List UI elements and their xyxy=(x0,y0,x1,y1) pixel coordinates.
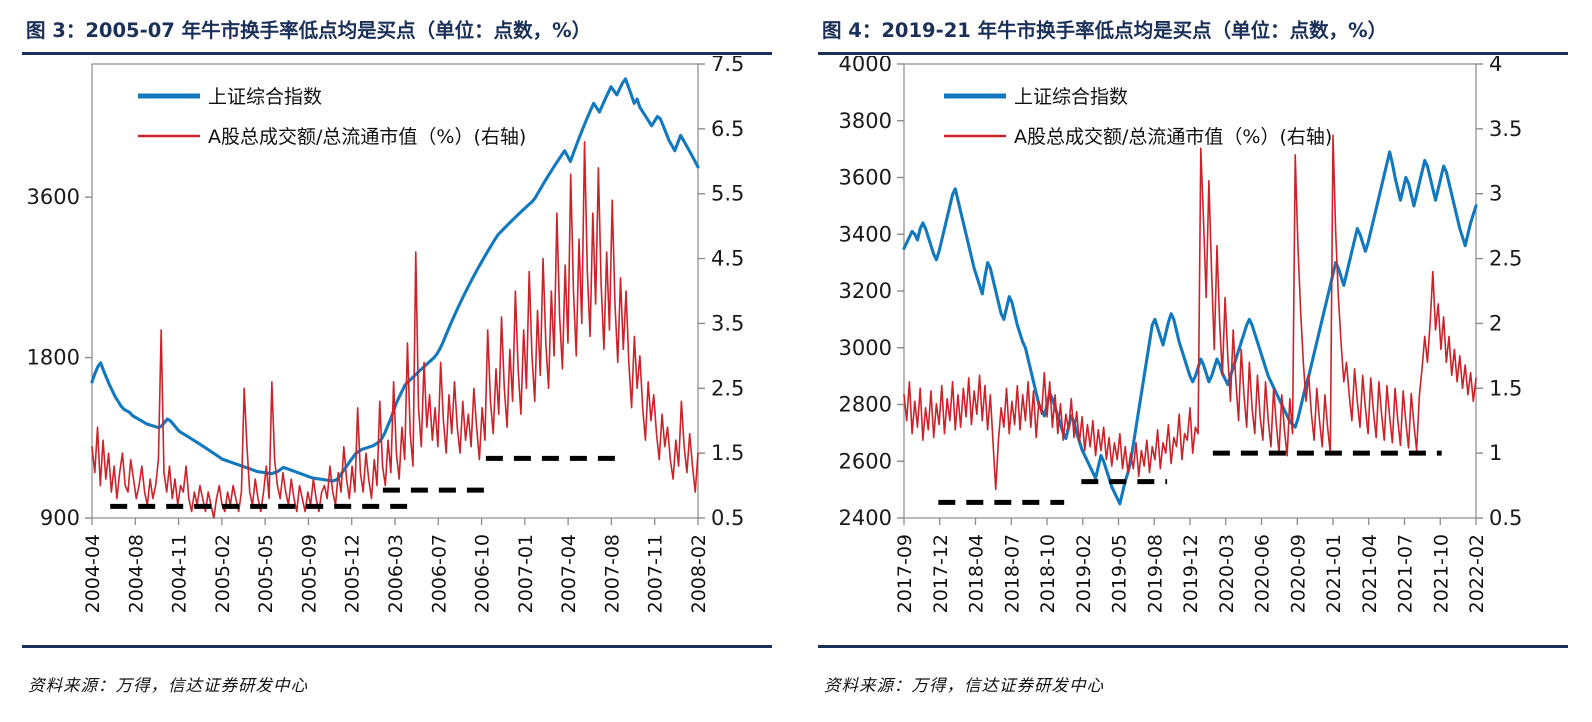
x-axis-label: 2021-04 xyxy=(1359,534,1381,613)
y-axis-left-label: 3600 xyxy=(27,185,80,209)
y-axis-right-label: 1.5 xyxy=(1489,376,1522,400)
x-axis-label: 2020-09 xyxy=(1287,534,1309,613)
x-axis-label: 2007-01 xyxy=(515,534,537,613)
legend-label-index: 上证综合指数 xyxy=(208,86,322,108)
x-axis-label: 2017-09 xyxy=(894,534,916,613)
chart-figure-3: 900 1800 3600 0.5 1.5 2.5 3.5 4.5 5.5 6.5 7.5 2004-… xyxy=(20,56,776,636)
x-axis-label: 2005-12 xyxy=(342,534,364,613)
x-axis-label: 2004-08 xyxy=(125,534,147,613)
y-axis-right-label: 2.5 xyxy=(711,376,744,400)
y-axis-right-label: 0.5 xyxy=(711,506,744,530)
x-axis-label: 2019-08 xyxy=(1144,534,1166,613)
x-axis-label: 2022-02 xyxy=(1466,534,1488,613)
y-axis-left-label: 3000 xyxy=(839,336,892,360)
x-axis-label: 2005-05 xyxy=(255,534,277,613)
x-axis-label: 2021-10 xyxy=(1430,534,1452,613)
chart-svg-left: 900 1800 3600 0.5 1.5 2.5 3.5 4.5 5.5 6.5 7.5 2004-… xyxy=(27,56,745,613)
series-line-turnover xyxy=(91,141,699,519)
footer-divider-right xyxy=(818,645,1568,648)
title-divider-right xyxy=(818,52,1568,55)
source-note-left: 资料来源：万得，信达证券研发中心 xyxy=(28,676,308,695)
y-axis-left-label: 4000 xyxy=(839,56,892,76)
x-axis-label: 2006-07 xyxy=(428,534,450,613)
x-axis-label: 2020-03 xyxy=(1216,534,1238,613)
x-axis-label: 2021-01 xyxy=(1323,534,1345,613)
x-axis-label: 2018-07 xyxy=(1001,534,1023,613)
legend-label-index: 上证综合指数 xyxy=(1014,86,1128,108)
x-axis-label: 2006-03 xyxy=(385,534,407,613)
x-axis-label: 2007-11 xyxy=(645,534,667,613)
y-axis-right-label: 3.5 xyxy=(711,311,744,335)
y-axis-left-label: 900 xyxy=(40,506,80,530)
x-axis-label: 2007-08 xyxy=(601,534,623,613)
legend-label-turnover: A股总成交额/总流通市值（%）(右轴) xyxy=(1014,126,1332,148)
page-title-figure-4: 图 4：2019-21 年牛市换手率低点均是买点（单位：点数，%） xyxy=(822,19,1388,42)
y-axis-right-label: 1.5 xyxy=(711,441,744,465)
y-axis-right-label: 4 xyxy=(1489,56,1502,76)
y-axis-left-label: 3200 xyxy=(839,279,892,303)
y-axis-left-label: 3600 xyxy=(839,166,892,190)
x-axis-label: 2005-09 xyxy=(298,534,320,613)
y-axis-left-label: 3400 xyxy=(839,222,892,246)
chart-svg-right: 2400 2600 2800 3000 3200 3400 3600 3800 4000 0.5 1… xyxy=(839,56,1523,613)
y-axis-right-label: 2 xyxy=(1489,311,1502,335)
y-axis-right-label: 3 xyxy=(1489,182,1502,206)
chart-figure-4: 2400 2600 2800 3000 3200 3400 3600 3800 4000 0.5 1… xyxy=(816,56,1572,636)
title-divider-left xyxy=(22,52,772,55)
y-axis-right-label: 4.5 xyxy=(711,247,744,271)
figure-panel-right: 图 4：2019-21 年牛市换手率低点均是买点（单位：点数，%） 2400 26… xyxy=(796,0,1592,722)
footer-divider-left xyxy=(22,645,772,648)
x-axis-label: 2021-07 xyxy=(1395,534,1417,613)
x-axis-label: 2004-11 xyxy=(169,534,191,613)
x-axis-label: 2018-10 xyxy=(1037,534,1059,613)
y-axis-left-label: 2400 xyxy=(839,506,892,530)
y-axis-right-label: 5.5 xyxy=(711,182,744,206)
y-axis-right-label: 0.5 xyxy=(1489,506,1522,530)
y-axis-right-label: 1 xyxy=(1489,441,1502,465)
x-axis-label: 2005-02 xyxy=(212,534,234,613)
x-axis-label: 2007-04 xyxy=(558,534,580,613)
y-axis-left-label: 2600 xyxy=(839,449,892,473)
x-axis-label: 2008-02 xyxy=(688,534,710,613)
y-axis-right-label: 2.5 xyxy=(1489,247,1522,271)
page-title-figure-3: 图 3：2005-07 年牛市换手率低点均是买点（单位：点数，%） xyxy=(26,19,592,42)
y-axis-left-label: 2800 xyxy=(839,393,892,417)
x-axis-label: 2017-12 xyxy=(930,534,952,613)
figure-panel-left: 图 3：2005-07 年牛市换手率低点均是买点（单位：点数，%） 900 180… xyxy=(20,19,776,695)
source-note-right: 资料来源：万得，信达证券研发中心 xyxy=(824,676,1104,695)
y-axis-right-label: 7.5 xyxy=(711,56,744,76)
x-axis-label: 2019-02 xyxy=(1073,534,1095,613)
x-axis-label: 2018-04 xyxy=(966,534,988,613)
y-axis-right-label: 6.5 xyxy=(711,117,744,141)
series-line-turnover xyxy=(903,134,1477,491)
series-line-index xyxy=(902,150,1478,506)
x-axis-label: 2019-05 xyxy=(1109,534,1131,613)
legend-label-turnover: A股总成交额/总流通市值（%）(右轴) xyxy=(208,126,526,148)
y-axis-left-label: 1800 xyxy=(27,346,80,370)
x-axis-label: 2004-04 xyxy=(82,534,104,613)
x-axis-label: 2019-12 xyxy=(1180,534,1202,613)
x-axis-label: 2020-06 xyxy=(1252,534,1274,613)
y-axis-right-label: 3.5 xyxy=(1489,117,1522,141)
x-axis-label: 2006-10 xyxy=(472,534,494,613)
y-axis-left-label: 3800 xyxy=(839,109,892,133)
